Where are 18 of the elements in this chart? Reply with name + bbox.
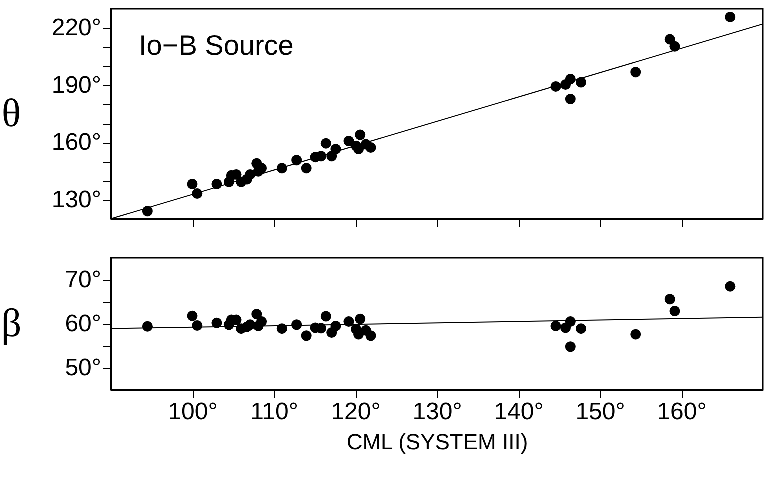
y-tick-label: 190° bbox=[52, 72, 102, 99]
x-tick-label: 120° bbox=[331, 398, 381, 426]
y-tick-label: 220° bbox=[52, 14, 102, 42]
x-tick-label: 160° bbox=[657, 398, 707, 426]
y-tick-label: 160° bbox=[52, 129, 102, 156]
y-axis-title: θ bbox=[2, 90, 22, 136]
x-tick-label: 100° bbox=[168, 398, 218, 426]
x-tick-label: 140° bbox=[494, 398, 544, 426]
y-tick-label: 50° bbox=[65, 354, 102, 382]
y-tick-label: 60° bbox=[65, 310, 102, 338]
x-tick-label: 110° bbox=[250, 398, 298, 426]
x-tick-label: 150° bbox=[576, 398, 626, 426]
y-axis-title: β bbox=[1, 300, 22, 346]
annotation: Io−B Source bbox=[139, 30, 294, 61]
x-tick-label: 130° bbox=[412, 398, 462, 426]
y-tick-label: 130° bbox=[52, 186, 102, 214]
x-axis-title: CML (SYSTEM III) bbox=[346, 430, 528, 454]
y-tick-label: 70° bbox=[65, 266, 102, 294]
